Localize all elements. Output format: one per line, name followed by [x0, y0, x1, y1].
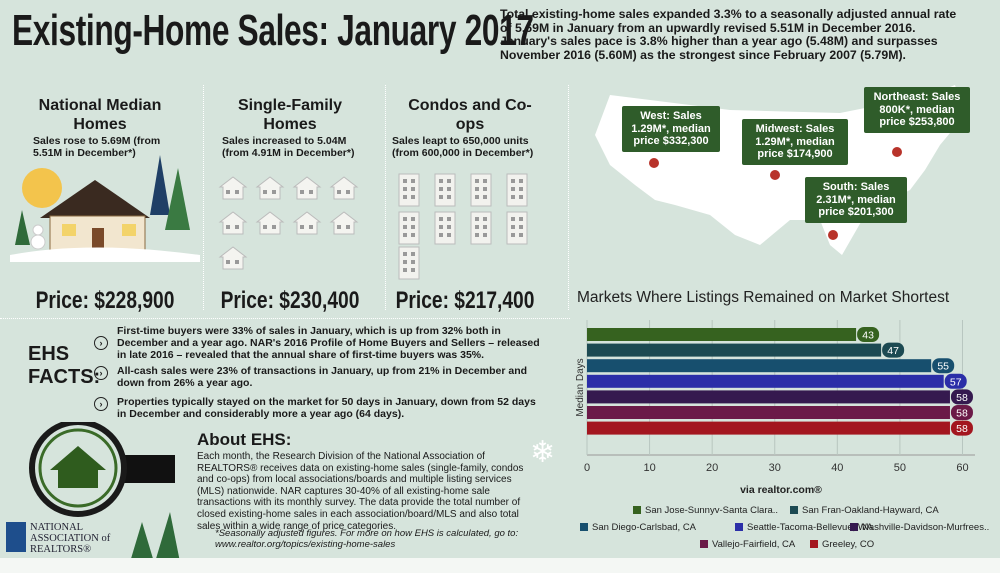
column-price: Price: $217,400 — [395, 287, 535, 314]
legend-swatch — [633, 506, 641, 514]
x-tick-label: 30 — [769, 462, 781, 474]
snowflake: ❄ — [530, 436, 556, 469]
bar — [587, 359, 932, 373]
value-badge — [857, 327, 880, 342]
value-label: 58 — [956, 408, 968, 420]
value-badge — [932, 358, 955, 374]
fact-icon: › — [94, 336, 108, 350]
value-label: 55 — [937, 361, 949, 373]
magnifier-icon — [29, 422, 180, 562]
ground — [0, 558, 1000, 573]
column-price: Price: $228,900 — [35, 287, 175, 314]
legend-swatch — [850, 523, 858, 531]
legend-swatch — [790, 506, 798, 514]
x-tick-label: 50 — [894, 462, 906, 474]
column-heading: Condos and Co-ops — [408, 97, 532, 133]
fact-icon: › — [94, 366, 108, 380]
x-tick-label: 0 — [584, 462, 590, 474]
x-tick-label: 40 — [831, 462, 843, 474]
divider — [203, 85, 204, 310]
about-heading: About EHS: — [197, 430, 292, 449]
legend-label: Greeley, CO — [822, 539, 874, 550]
value-badge — [882, 342, 905, 358]
bar — [587, 374, 944, 388]
chart-title: Markets Where Listings Remained on Marke… — [577, 290, 950, 306]
fact-item: All-cash sales were 23% of transactions … — [117, 365, 528, 389]
x-tick-label: 20 — [706, 462, 718, 474]
x-tick-label: 60 — [956, 462, 968, 474]
value-badge — [950, 389, 973, 405]
legend-label: San Fran-Oakland-Hayward, CA — [802, 505, 939, 516]
column-heading: National Median Homes — [38, 97, 162, 133]
chart: Markets Where Listings Remained on Marke… — [575, 290, 989, 550]
footnote: *Seasonally adjusted figures. For more o… — [215, 528, 519, 550]
value-label: 47 — [887, 345, 899, 357]
column-text: Sales rose to 5.69M (from 5.51M in Decem… — [33, 135, 161, 159]
divider — [568, 85, 569, 310]
legend-swatch — [580, 523, 588, 531]
x-axis-label: via realtor.com® — [740, 484, 822, 496]
legend-swatch — [810, 540, 818, 548]
legend-swatch — [735, 523, 743, 531]
legend-label: San Jose-Sunnyv-Santa Clara.. — [645, 505, 778, 516]
logo-text: NATIONAL ASSOCIATION of REALTORS® — [30, 522, 111, 555]
region-callout: West: Sales 1.29M*, median price $332,30… — [622, 106, 720, 152]
value-badge — [944, 373, 967, 389]
bar — [587, 328, 857, 341]
column-text: Sales increased to 5.04M (from 4.91M in … — [222, 135, 355, 159]
value-badge — [950, 405, 973, 420]
region-callout: South: Sales 2.31M*, median price $201,3… — [805, 177, 907, 223]
region-callout: Midwest: Sales 1.29M*, median price $174… — [742, 119, 848, 165]
value-label: 43 — [862, 330, 874, 342]
x-tick-label: 10 — [643, 462, 655, 474]
about-text: Each month, the Research Division of the… — [197, 451, 524, 532]
logo-mark — [6, 522, 26, 552]
fact-item: Properties typically stayed on the marke… — [117, 396, 536, 420]
value-badge — [950, 420, 973, 436]
legend-label: San Diego-Carlsbad, CA — [592, 522, 697, 533]
page-title: Existing-Home Sales: January 2017 — [12, 6, 534, 55]
summary: Total existing-home sales expanded 3.3% … — [500, 7, 957, 62]
value-label: 58 — [956, 392, 968, 404]
column-text: Sales leapt to 650,000 units (from 600,0… — [392, 135, 534, 159]
divider — [0, 318, 570, 319]
legend-label: Nashville-Davidson-Murfrees.. — [862, 522, 989, 533]
facts-label: EHS FACTS: — [28, 343, 101, 388]
legend-label: Vallejo-Fairfield, CA — [712, 539, 796, 550]
value-label: 58 — [956, 423, 968, 435]
region-callout: Northeast: Sales 800K*, median price $25… — [864, 87, 970, 133]
y-axis-label: Median Days — [575, 358, 586, 416]
legend-swatch — [700, 540, 708, 548]
fact-item: First-time buyers were 33% of sales in J… — [117, 325, 540, 361]
legend-label: Seattle-Tacoma-Bellevue, WA — [747, 522, 874, 533]
bar — [587, 390, 950, 404]
column-heading: Single-Family Homes — [237, 97, 343, 133]
bar — [587, 421, 950, 435]
bar — [587, 406, 950, 419]
fact-icon: › — [94, 397, 108, 411]
column-price: Price: $230,400 — [220, 287, 360, 314]
value-label: 57 — [950, 376, 962, 388]
illustrations — [10, 155, 528, 280]
bar — [587, 343, 882, 357]
divider — [385, 85, 386, 310]
